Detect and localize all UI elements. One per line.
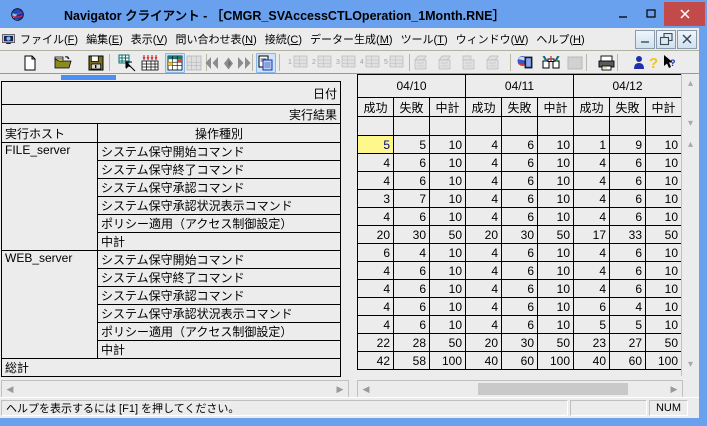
svg-text:3: 3 — [336, 59, 340, 66]
svg-text:?: ? — [649, 55, 658, 71]
svg-text:2: 2 — [312, 59, 316, 66]
svg-text:1: 1 — [288, 59, 292, 66]
svg-text:5: 5 — [384, 59, 388, 66]
svg-text:4: 4 — [360, 59, 364, 66]
svg-text:?: ? — [670, 58, 676, 68]
